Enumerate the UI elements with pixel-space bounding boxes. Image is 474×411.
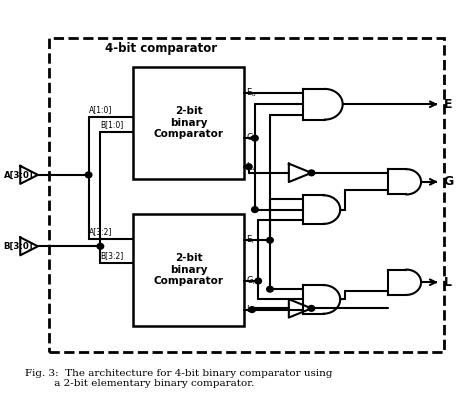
Polygon shape: [303, 195, 324, 224]
Circle shape: [252, 207, 258, 212]
FancyBboxPatch shape: [48, 38, 444, 353]
Polygon shape: [289, 299, 311, 318]
Text: L: L: [443, 276, 451, 289]
Circle shape: [267, 286, 273, 292]
Polygon shape: [303, 89, 343, 120]
Text: G: G: [443, 175, 454, 188]
Text: A[3:2]: A[3:2]: [89, 228, 112, 236]
Text: L$_l$: L$_l$: [246, 303, 255, 316]
Polygon shape: [388, 270, 421, 295]
Text: E$_l$: E$_l$: [246, 234, 255, 247]
Text: A[1:0]: A[1:0]: [89, 105, 112, 114]
Polygon shape: [303, 285, 340, 314]
Text: L$_u$: L$_u$: [246, 160, 256, 173]
Polygon shape: [303, 285, 324, 314]
Text: G$_u$: G$_u$: [246, 132, 258, 144]
Text: G$_l$: G$_l$: [246, 275, 256, 287]
Circle shape: [252, 135, 258, 141]
Polygon shape: [388, 169, 421, 194]
Text: B[3:2]: B[3:2]: [100, 251, 124, 260]
FancyBboxPatch shape: [133, 67, 244, 179]
Text: 4-bit comparator: 4-bit comparator: [105, 42, 217, 55]
Text: B[3:0]: B[3:0]: [4, 242, 33, 251]
Text: B[1:0]: B[1:0]: [100, 120, 124, 129]
Circle shape: [267, 237, 273, 243]
Polygon shape: [388, 169, 406, 194]
Circle shape: [249, 307, 255, 312]
Polygon shape: [289, 164, 311, 182]
Polygon shape: [303, 89, 325, 120]
Circle shape: [97, 243, 104, 249]
Text: E$_u$: E$_u$: [246, 87, 257, 99]
Polygon shape: [20, 166, 38, 184]
Text: 2-bit
binary
Comparator: 2-bit binary Comparator: [154, 106, 224, 139]
Text: E: E: [443, 98, 452, 111]
Polygon shape: [303, 195, 340, 224]
Polygon shape: [388, 270, 406, 295]
Circle shape: [85, 172, 92, 178]
Circle shape: [246, 164, 252, 170]
Circle shape: [255, 278, 262, 284]
Text: 2-bit
binary
Comparator: 2-bit binary Comparator: [154, 253, 224, 286]
Text: Fig. 3:  The architecture for 4-bit binary comparator using
         a 2-bit ele: Fig. 3: The architecture for 4-bit binar…: [25, 369, 332, 388]
Circle shape: [308, 305, 315, 311]
Circle shape: [308, 170, 315, 175]
Polygon shape: [20, 237, 38, 255]
FancyBboxPatch shape: [133, 214, 244, 326]
Text: A[3:0]: A[3:0]: [4, 171, 34, 179]
